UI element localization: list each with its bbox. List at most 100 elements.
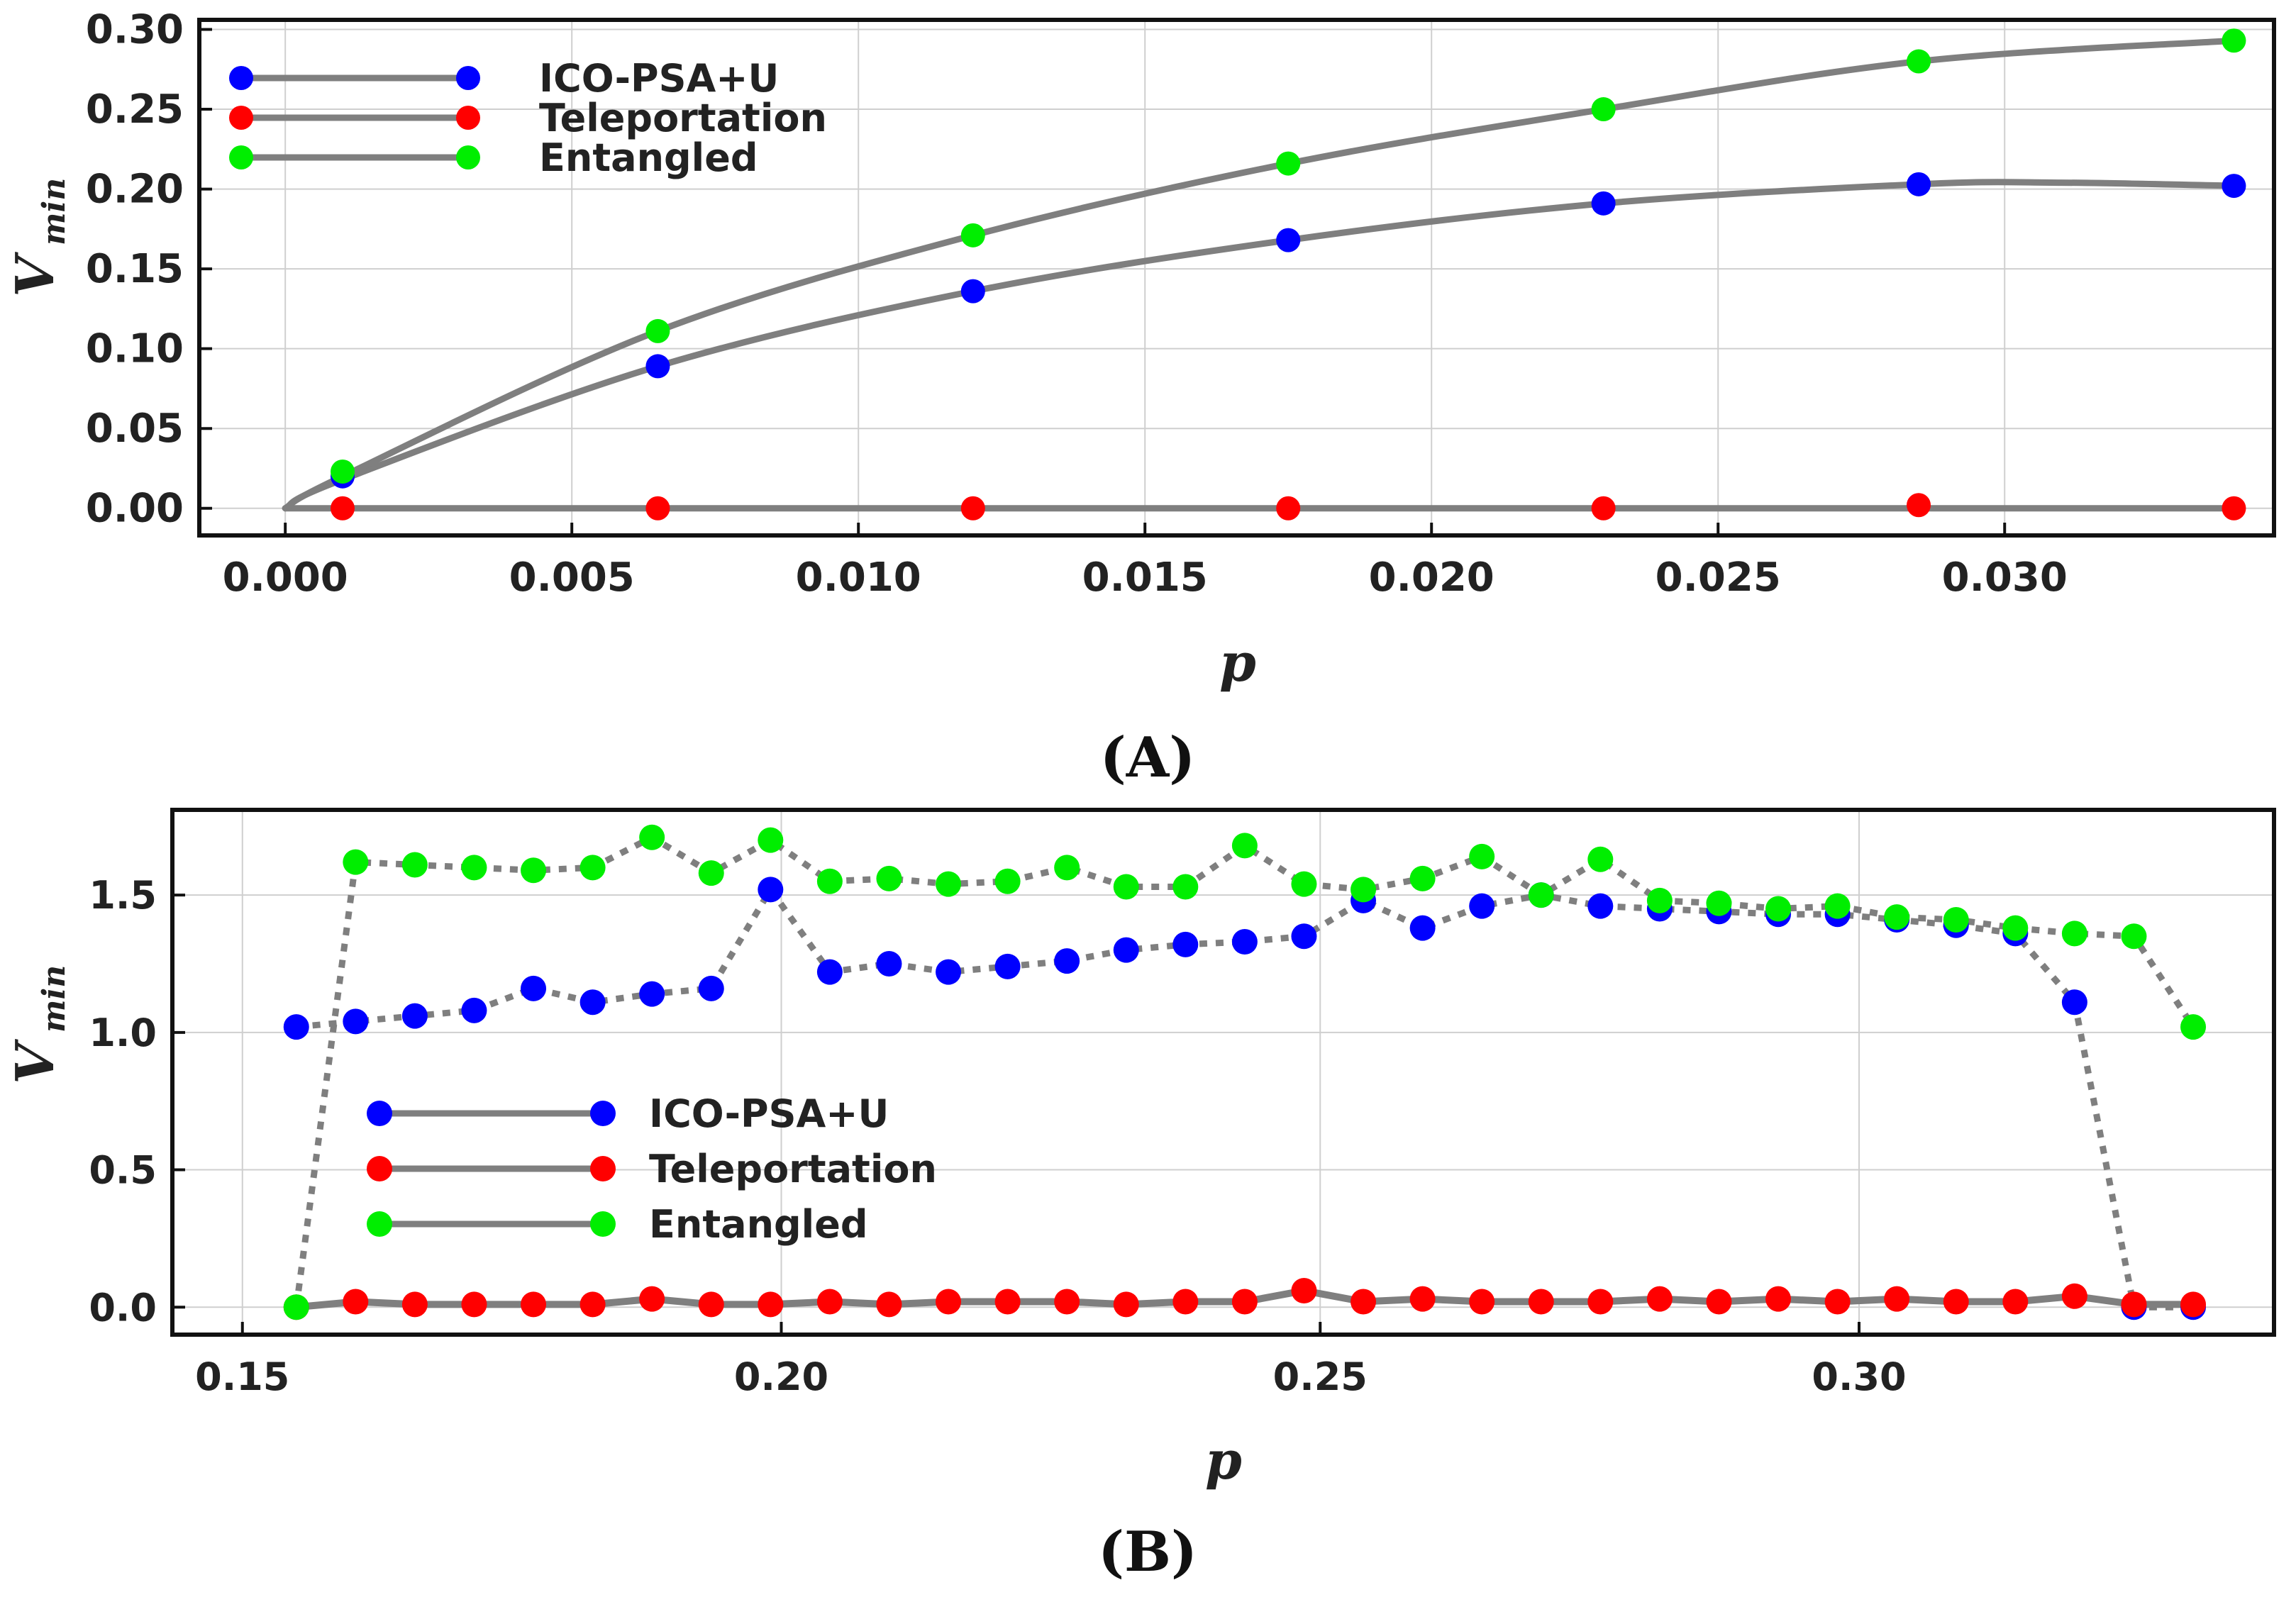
point-b-ico-psa-u-7 bbox=[698, 975, 724, 1001]
point-a-teleportation-6 bbox=[2222, 496, 2246, 521]
x-tick-label-a-0: 0.000 bbox=[223, 555, 348, 601]
legend-label-a-entangled: Entangled bbox=[539, 135, 758, 180]
point-b-ico-psa-u-17 bbox=[1291, 923, 1317, 950]
point-b-teleportation-16 bbox=[1231, 1289, 1258, 1315]
point-a-ico-psa-u-4 bbox=[1591, 191, 1616, 216]
point-b-ico-psa-u-30 bbox=[2061, 989, 2087, 1016]
point-b-teleportation-10 bbox=[876, 1291, 902, 1318]
point-b-entangled-18 bbox=[1351, 877, 1377, 903]
point-b-ico-psa-u-4 bbox=[521, 975, 547, 1001]
point-b-ico-psa-u-10 bbox=[876, 950, 902, 977]
y-axis-title-a: V min bbox=[5, 178, 72, 297]
panel-label-b: (B) bbox=[1098, 1520, 1197, 1584]
point-a-entangled-6 bbox=[2222, 28, 2246, 53]
legend-marker-end-b-ico-psa-u bbox=[590, 1101, 616, 1126]
plot-frame-a bbox=[197, 18, 2276, 538]
point-b-ico-psa-u-16 bbox=[1231, 928, 1258, 955]
x-tick-label-b-3: 0.30 bbox=[1812, 1355, 1906, 1399]
point-b-entangled-21 bbox=[1528, 882, 1554, 908]
point-b-ico-psa-u-15 bbox=[1172, 931, 1199, 957]
legend-label-b-entangled: Entangled bbox=[649, 1202, 867, 1247]
point-b-teleportation-9 bbox=[816, 1289, 843, 1315]
point-b-entangled-0 bbox=[283, 1294, 309, 1320]
legend-marker-start-b-teleportation bbox=[367, 1156, 392, 1181]
point-a-entangled-4 bbox=[1591, 97, 1616, 122]
point-a-teleportation-3 bbox=[1276, 496, 1301, 521]
legend-marker-start-a-teleportation bbox=[229, 106, 253, 130]
point-b-teleportation-3 bbox=[461, 1291, 487, 1318]
y-tick-label-a-0: 0.00 bbox=[86, 486, 184, 532]
y-tick-label-a-1: 0.05 bbox=[86, 406, 184, 452]
point-b-teleportation-14 bbox=[1113, 1291, 1139, 1318]
point-a-teleportation-5 bbox=[1907, 493, 1931, 518]
points-a bbox=[331, 28, 2246, 521]
point-b-entangled-25 bbox=[1765, 896, 1792, 922]
y-tick-label-b-2: 1.0 bbox=[89, 1011, 157, 1055]
point-b-entangled-2 bbox=[401, 852, 428, 878]
y-tick-label-b-3: 1.5 bbox=[89, 873, 157, 918]
point-a-entangled-0 bbox=[331, 459, 355, 484]
point-b-entangled-29 bbox=[2002, 915, 2029, 941]
x-axis-title-b: p bbox=[1205, 1430, 1242, 1491]
y-tick-label-b-1: 0.5 bbox=[89, 1148, 157, 1193]
point-b-entangled-7 bbox=[698, 860, 724, 886]
legend-marker-end-a-ico-psa-u bbox=[456, 66, 480, 90]
x-axis-title-a: p bbox=[1219, 633, 1256, 694]
x-tick-label-b-2: 0.25 bbox=[1273, 1355, 1368, 1399]
point-b-ico-psa-u-22 bbox=[1587, 893, 1614, 919]
point-b-entangled-9 bbox=[816, 868, 843, 894]
point-b-teleportation-13 bbox=[1054, 1289, 1080, 1315]
legend-label-b-ico-psa-u: ICO-PSA+U bbox=[649, 1091, 889, 1136]
point-b-entangled-4 bbox=[521, 857, 547, 884]
point-b-ico-psa-u-12 bbox=[994, 953, 1021, 979]
legend-marker-start-a-entangled bbox=[229, 145, 253, 169]
y-tick-label-a-2: 0.10 bbox=[86, 326, 184, 372]
point-b-teleportation-25 bbox=[1765, 1286, 1792, 1312]
legend-marker-end-a-teleportation bbox=[456, 106, 480, 130]
point-b-teleportation-18 bbox=[1351, 1289, 1377, 1315]
point-b-teleportation-15 bbox=[1172, 1289, 1199, 1315]
point-b-entangled-31 bbox=[2121, 923, 2147, 950]
point-a-entangled-5 bbox=[1907, 49, 1931, 74]
point-b-entangled-3 bbox=[461, 855, 487, 881]
point-b-entangled-10 bbox=[876, 865, 902, 891]
point-a-entangled-2 bbox=[960, 223, 985, 247]
ticks-a: 0.000 0.005 0.010 0.015 0.020 0.025 0.030 0.00 0… bbox=[86, 7, 2068, 601]
x-tick-label-a-6: 0.030 bbox=[1942, 555, 2068, 601]
panel-b: 0.15 0.20 0.25 0.30 0.0 0.5 1.0 1.5 V min p ICO… bbox=[5, 808, 2276, 1584]
point-b-teleportation-2 bbox=[401, 1291, 428, 1318]
point-b-entangled-23 bbox=[1646, 887, 1673, 913]
x-tick-label-b-1: 0.20 bbox=[734, 1355, 828, 1399]
point-a-ico-psa-u-3 bbox=[1276, 228, 1301, 252]
point-b-entangled-28 bbox=[1943, 906, 1969, 933]
point-b-ico-psa-u-20 bbox=[1469, 893, 1495, 919]
legend-marker-start-a-ico-psa-u bbox=[229, 66, 253, 90]
point-b-teleportation-5 bbox=[579, 1291, 606, 1318]
legend-marker-end-a-entangled bbox=[456, 145, 480, 169]
point-b-teleportation-23 bbox=[1646, 1286, 1673, 1312]
y-tick-label-b-0: 0.0 bbox=[89, 1285, 157, 1330]
legend-label-a-ico-psa-u: ICO-PSA+U bbox=[539, 56, 779, 101]
point-b-entangled-20 bbox=[1469, 843, 1495, 869]
legend-marker-end-b-teleportation bbox=[590, 1156, 616, 1181]
point-b-ico-psa-u-14 bbox=[1113, 937, 1139, 963]
y-axis-title-b-text: V bbox=[5, 1039, 66, 1084]
point-b-ico-psa-u-5 bbox=[579, 989, 606, 1016]
point-b-ico-psa-u-3 bbox=[461, 997, 487, 1023]
point-b-teleportation-22 bbox=[1587, 1289, 1614, 1315]
point-b-ico-psa-u-13 bbox=[1054, 948, 1080, 974]
plot-frame-b bbox=[170, 808, 2276, 1337]
point-b-entangled-27 bbox=[1884, 904, 1910, 930]
point-b-teleportation-4 bbox=[521, 1291, 547, 1318]
legend-marker-start-b-ico-psa-u bbox=[367, 1101, 392, 1126]
point-b-teleportation-32 bbox=[2180, 1291, 2207, 1318]
point-b-teleportation-17 bbox=[1291, 1278, 1317, 1304]
point-b-ico-psa-u-8 bbox=[758, 877, 784, 903]
curve-a-entangled bbox=[282, 37, 2237, 512]
y-axis-title-b: V min bbox=[5, 965, 72, 1084]
point-b-entangled-5 bbox=[579, 855, 606, 881]
point-b-teleportation-24 bbox=[1706, 1289, 1732, 1315]
y-axis-title-a-text: V bbox=[5, 252, 66, 297]
